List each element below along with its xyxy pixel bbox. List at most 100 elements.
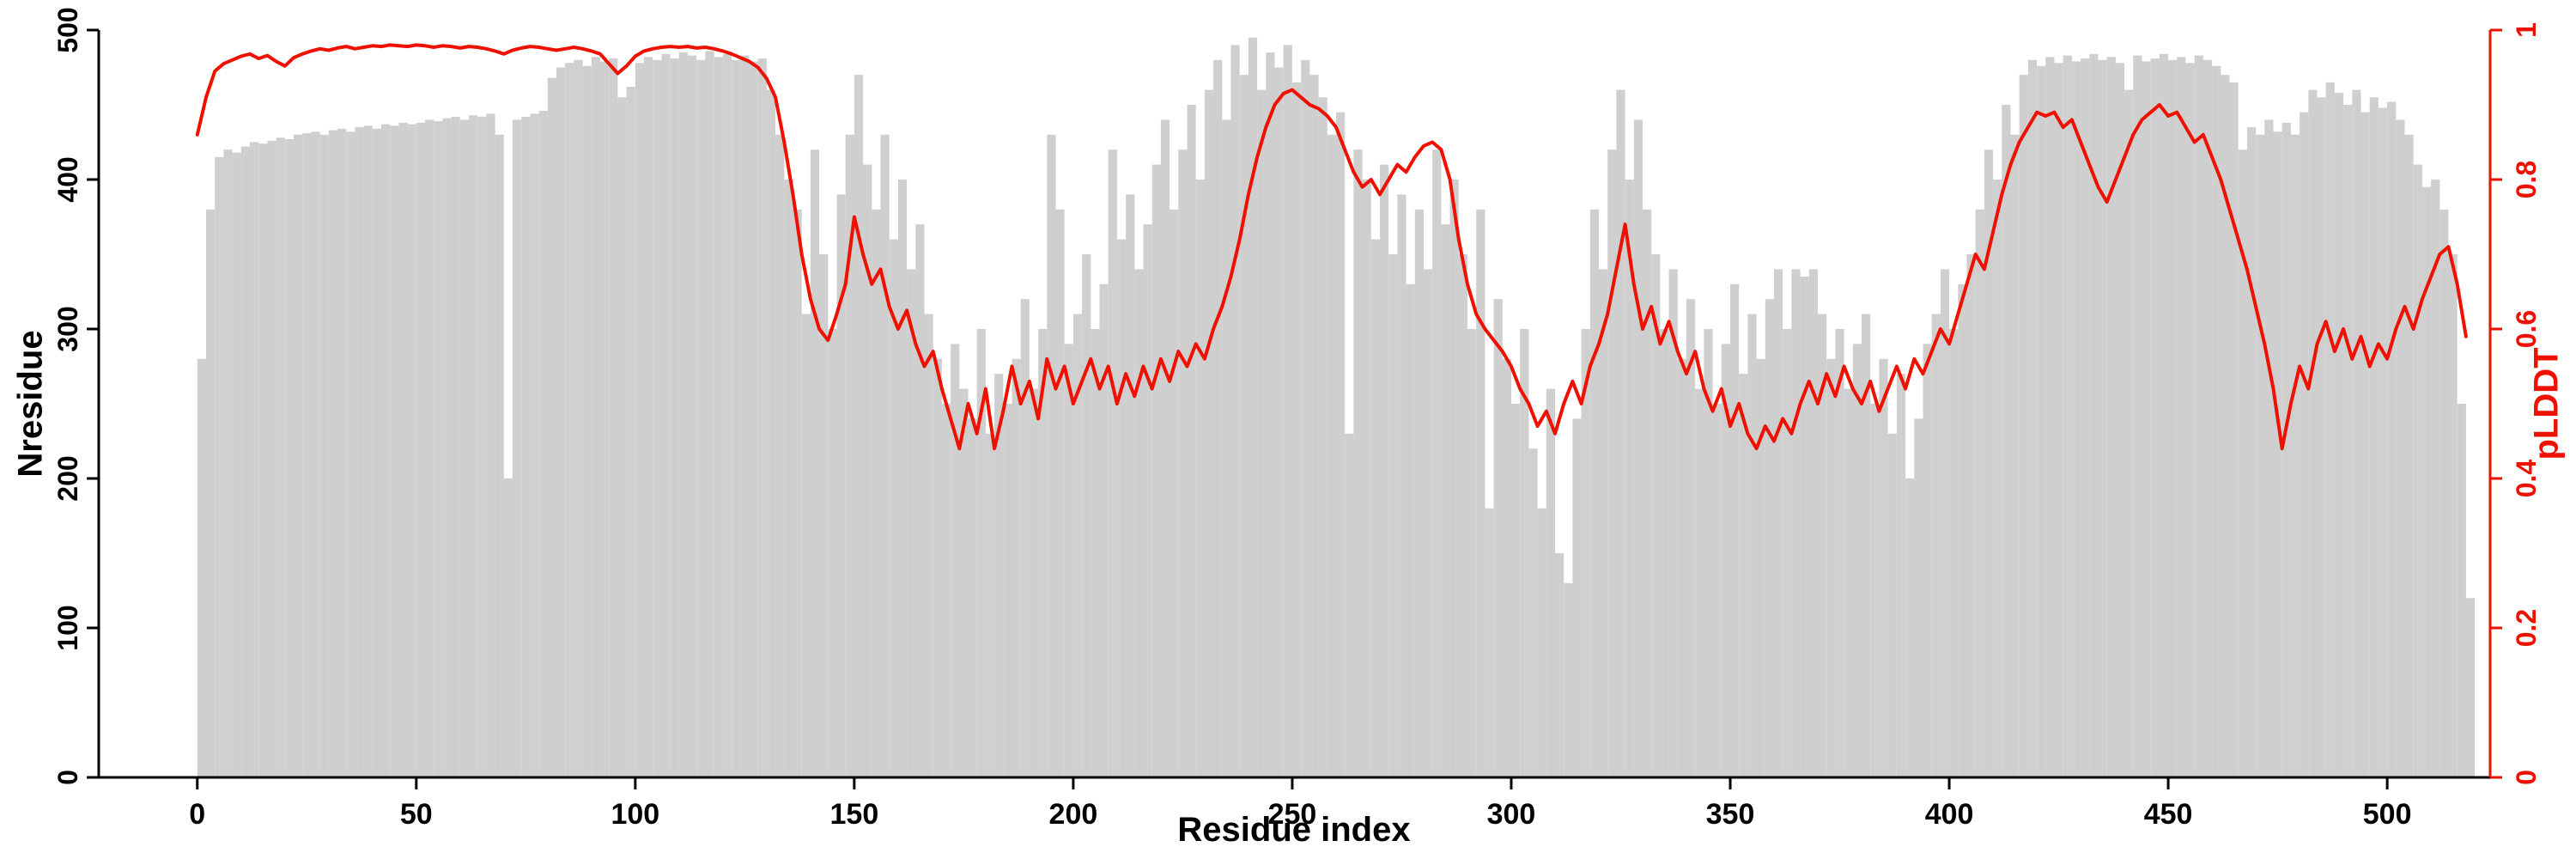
nresidue-bar — [1099, 283, 1109, 777]
nresidue-bar — [337, 128, 347, 778]
nresidue-bar — [346, 131, 355, 778]
nresidue-bar — [1432, 149, 1442, 777]
nresidue-bar — [1353, 149, 1363, 777]
nresidue-bar — [845, 134, 854, 778]
nresidue-bar — [732, 59, 741, 778]
nresidue-bar — [1441, 224, 1450, 777]
nresidue-bar — [2202, 59, 2213, 778]
nresidue-bar — [1195, 180, 1205, 777]
nresidue-bar — [1879, 358, 1888, 777]
nresidue-bar — [2413, 164, 2422, 778]
nresidue-bar — [1126, 194, 1135, 777]
nresidue-bar — [757, 58, 767, 778]
nresidue-bar — [1187, 105, 1196, 777]
nresidue-bar — [872, 209, 881, 778]
right-axis-tick-label: 0.8 — [2511, 161, 2542, 198]
nresidue-bar — [653, 59, 662, 778]
nresidue-bar — [2238, 149, 2247, 777]
nresidue-bar — [2448, 254, 2458, 777]
nresidue-bar — [1791, 269, 1801, 777]
nresidue-bar — [1178, 149, 1188, 777]
nresidue-bar — [1502, 358, 1511, 777]
nresidue-bar — [1774, 269, 1783, 777]
nresidue-bar — [2002, 105, 2011, 777]
nresidue-bar — [1134, 269, 1144, 777]
nresidue-bar — [1905, 478, 1915, 777]
nresidue-bar — [1730, 283, 1740, 777]
nresidue-bar — [469, 115, 478, 777]
nresidue-bar — [459, 119, 469, 777]
nresidue-bar — [2150, 58, 2160, 778]
nresidue-bar — [434, 121, 443, 778]
nresidue-bar — [1038, 329, 1048, 777]
nresidue-bar — [477, 116, 487, 777]
nresidue-bar — [775, 134, 785, 778]
nresidue-bar — [828, 329, 837, 777]
nresidue-bar — [635, 63, 644, 778]
nresidue-bar — [1406, 283, 1415, 777]
nresidue-bar — [644, 57, 653, 778]
nresidue-bar — [609, 58, 618, 778]
nresidue-bar — [994, 374, 1004, 777]
nresidue-bar — [390, 125, 399, 777]
nresidue-bar — [1055, 209, 1065, 778]
nresidue-bar — [2106, 57, 2116, 778]
nresidue-bar — [1818, 314, 1827, 778]
nresidue-bar — [941, 404, 951, 777]
right-axis-tick-label: 0 — [2511, 770, 2542, 785]
nresidue-bar — [2098, 59, 2107, 778]
nresidue-bar — [2317, 97, 2326, 778]
nresidue-bar — [2081, 58, 2090, 778]
nresidue-bar — [2439, 209, 2449, 778]
nresidue-bar — [1537, 508, 1546, 777]
nresidue-bar — [2334, 93, 2344, 778]
nresidue-bar — [1914, 418, 1923, 777]
left-axis-tick-label: 200 — [52, 455, 83, 501]
nresidue-bar — [1572, 418, 1582, 777]
nresidue-bar — [2457, 404, 2466, 777]
left-y-axis-title: Nresidue — [11, 330, 50, 478]
nresidue-bar — [2369, 97, 2379, 778]
nresidue-bar — [1599, 269, 1608, 777]
nresidue-bar — [1686, 299, 1696, 777]
nresidue-bar — [495, 134, 504, 778]
nresidue-bar — [1844, 388, 1853, 777]
left-axis-tick-label: 0 — [52, 770, 83, 785]
nresidue-bar — [2360, 112, 2370, 777]
nresidue-bar — [574, 59, 583, 778]
nresidue-bar — [1327, 134, 1336, 778]
nresidue-bar — [1029, 388, 1039, 777]
nresidue-bar — [197, 358, 206, 777]
x-axis-tick-label: 500 — [2363, 798, 2412, 831]
nresidue-bar — [1493, 299, 1503, 777]
nresidue-bar — [538, 111, 548, 777]
nresidue-bar — [1476, 209, 1485, 778]
nresidue-bar — [801, 314, 811, 778]
nresidue-bar — [240, 146, 250, 777]
nresidue-bar — [1625, 180, 1634, 777]
nresidue-bar — [810, 149, 820, 777]
nresidue-bar — [2396, 119, 2405, 777]
nresidue-bar — [1739, 374, 1748, 777]
nresidue-bar — [1826, 358, 1836, 777]
nresidue-bar — [1783, 329, 1792, 777]
nresidue-bar — [2115, 63, 2125, 778]
nresidue-bar — [2387, 101, 2397, 777]
nresidue-bar — [2124, 89, 2134, 778]
nresidue-bar — [276, 137, 285, 778]
right-y-axis-title: pLDDT — [2527, 347, 2566, 460]
nresidue-bar — [2185, 63, 2195, 778]
left-axis-tick-label: 100 — [52, 605, 83, 650]
nresidue-bar — [1564, 582, 1573, 777]
nresidue-bar — [1984, 149, 1994, 777]
left-axis-tick-label: 500 — [52, 7, 83, 52]
nresidue-bar — [1257, 89, 1267, 778]
nresidue-bar — [1309, 75, 1319, 777]
nresidue-bar — [1966, 254, 1976, 777]
nresidue-bar — [766, 89, 776, 778]
nresidue-bar — [1370, 239, 1380, 778]
nresidue-bar — [924, 314, 933, 778]
nresidue-bar — [2221, 75, 2230, 777]
nresidue-bar — [740, 55, 750, 778]
